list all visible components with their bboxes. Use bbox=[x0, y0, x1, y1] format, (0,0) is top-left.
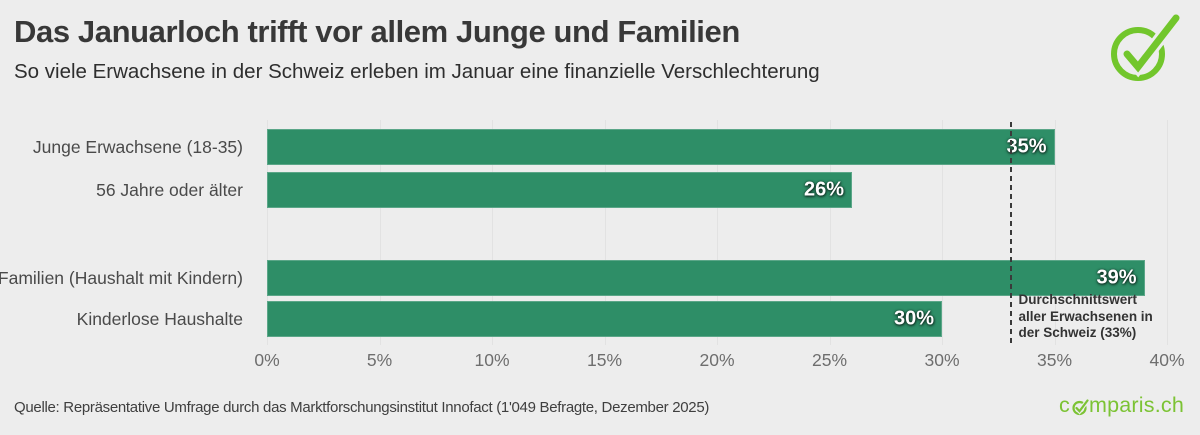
gridline bbox=[492, 120, 493, 345]
bar: 30% bbox=[267, 301, 942, 337]
average-dashed-line bbox=[1009, 122, 1012, 345]
bar-value-label: 26% bbox=[803, 178, 844, 201]
bar-value-label: 39% bbox=[1096, 266, 1137, 289]
bar: 26% bbox=[267, 172, 852, 208]
category-labels: Junge Erwachsene (18-35) 56 Jahre oder äl… bbox=[0, 120, 255, 345]
x-axis-tick-label: 35% bbox=[1036, 350, 1073, 370]
bar-value-label: 35% bbox=[1006, 135, 1047, 158]
gridline bbox=[379, 120, 381, 345]
bar: 39% bbox=[267, 260, 1145, 296]
gridline bbox=[717, 120, 718, 345]
comparis-wordmark: c mparis.ch bbox=[1059, 393, 1184, 418]
x-axis-tick-label: 0% bbox=[254, 350, 280, 370]
gridline bbox=[1167, 120, 1168, 345]
x-axis-tick-label: 40% bbox=[1149, 350, 1185, 370]
category-label: Kinderlose Haushalte bbox=[76, 308, 243, 329]
category-label: Junge Erwachsene (18-35) bbox=[32, 136, 243, 157]
bar-value-label: 30% bbox=[893, 307, 934, 330]
average-annotation-line: der Schweiz (33%) bbox=[1018, 325, 1137, 341]
bar: 35% bbox=[267, 129, 1055, 165]
x-axis-tick-label: 20% bbox=[699, 350, 735, 370]
x-axis-tick-label: 15% bbox=[586, 350, 623, 370]
gridline bbox=[829, 120, 831, 345]
gridline bbox=[1054, 120, 1056, 345]
page-title: Das Januarloch trifft vor allem Junge un… bbox=[14, 14, 740, 49]
gridline bbox=[604, 120, 606, 345]
x-axis-tick-label: 25% bbox=[811, 350, 848, 370]
wordmark-suffix: mparis.ch bbox=[1089, 393, 1184, 417]
plot-area: 0% 5% 10% 15% 20% 25% 30% 35% 40% 35% 26% 39% 30% Dur… bbox=[254, 120, 1185, 370]
comparis-check-logo-icon bbox=[1111, 14, 1182, 81]
category-label: Familien (Haushalt mit Kindern) bbox=[0, 267, 243, 288]
x-axis-tick-label: 30% bbox=[924, 350, 960, 370]
average-annotation-line: aller Erwachsenen in bbox=[1018, 308, 1153, 324]
gridline bbox=[942, 120, 943, 345]
source-note: Quelle: Repräsentative Umfrage durch das… bbox=[14, 399, 710, 416]
wordmark-prefix: c bbox=[1059, 393, 1070, 417]
check-circle-o-icon bbox=[1071, 398, 1089, 415]
category-label: 56 Jahre oder älter bbox=[96, 179, 243, 200]
x-axis-tick-label: 10% bbox=[474, 350, 510, 370]
x-axis-tick-label: 5% bbox=[366, 350, 393, 370]
gridline bbox=[267, 120, 268, 345]
average-annotation: Durchschnittswert aller Erwachsenen in der… bbox=[1019, 292, 1153, 342]
page-subtitle: So viele Erwachsene in der Schweiz erleb… bbox=[14, 60, 820, 83]
average-annotation-line: Durchschnittswert bbox=[1018, 292, 1138, 307]
